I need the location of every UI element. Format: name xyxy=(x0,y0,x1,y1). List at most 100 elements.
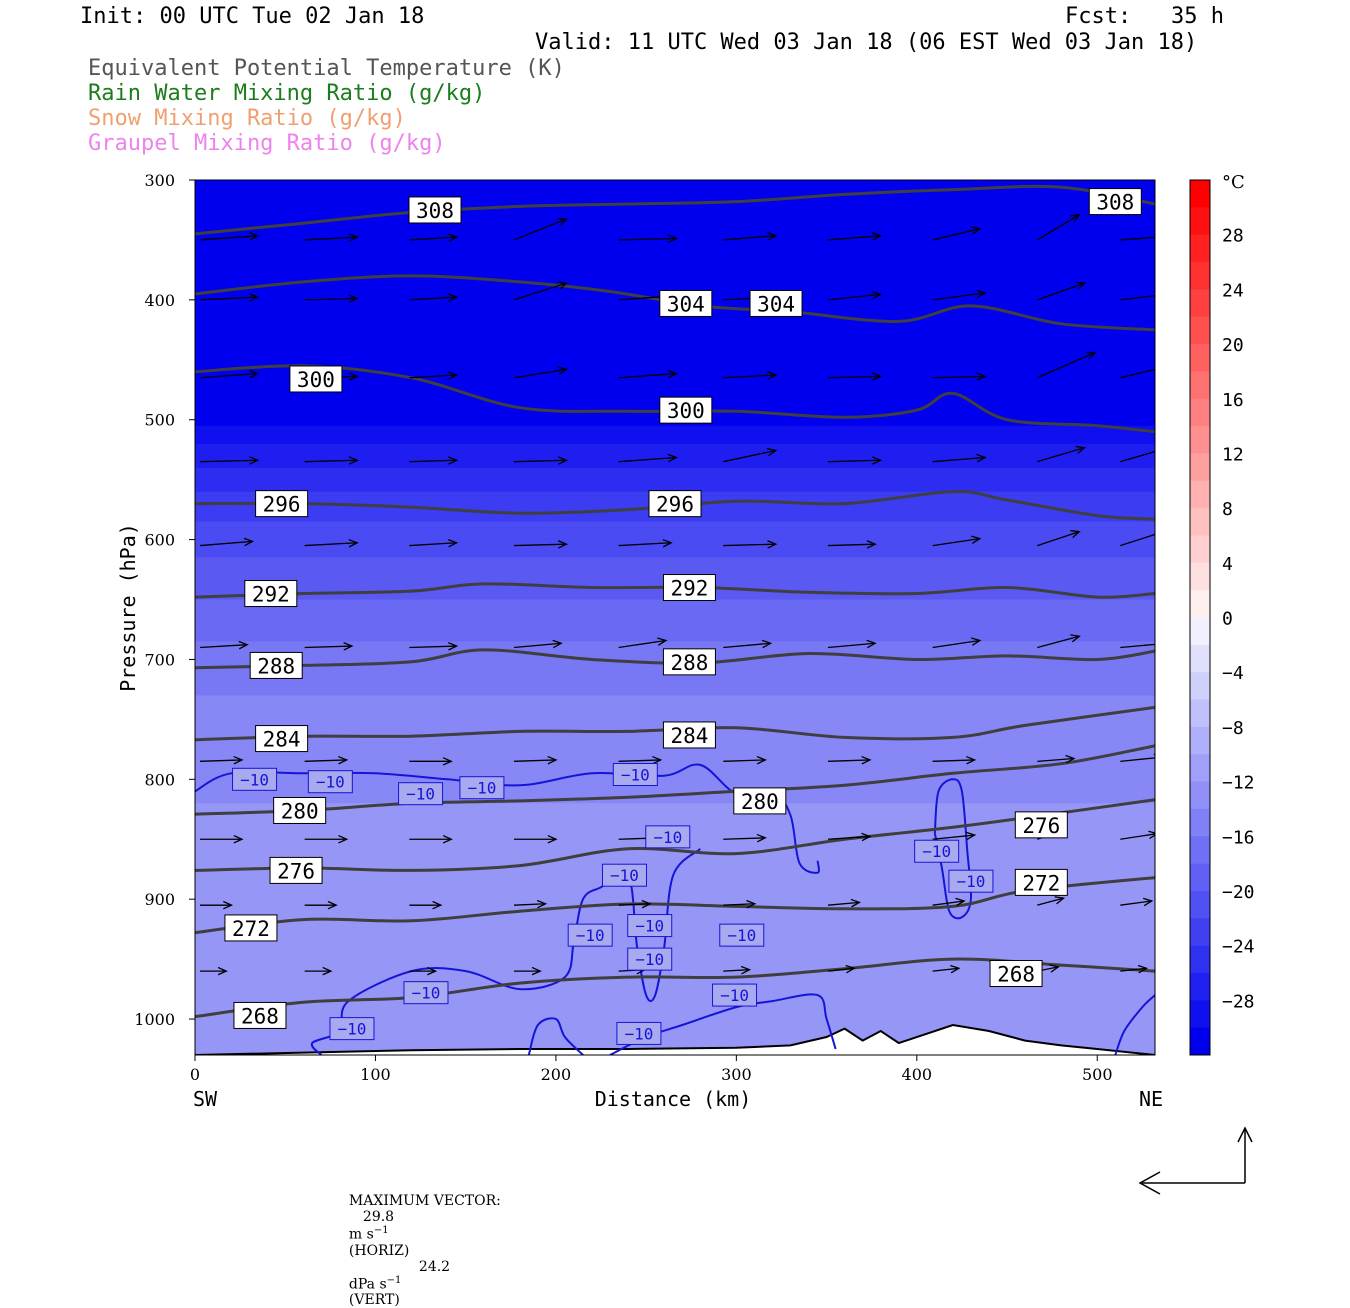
temperature-band xyxy=(195,623,1155,631)
temperature-band xyxy=(195,467,1155,475)
isotherm-label-box xyxy=(712,983,758,1007)
isotherm-label-box xyxy=(398,782,444,806)
wind-vector-shaft xyxy=(932,375,986,379)
wind-vector xyxy=(513,966,542,976)
wind-vector-head xyxy=(667,369,678,379)
wind-vector xyxy=(513,899,548,909)
wind-vector-shaft xyxy=(827,235,881,241)
axes: 300 400 500 600 700 800 900 1000 0 100 200 300 400 50… xyxy=(116,171,1163,1111)
theta-e-label-text: 308 xyxy=(416,199,454,223)
isotherm-label-box xyxy=(612,763,658,787)
wind-vector xyxy=(409,966,438,976)
temperature-band xyxy=(195,707,1155,714)
temperature-band xyxy=(195,251,1155,259)
wind-vector-head xyxy=(547,834,558,844)
isotherm-label-box xyxy=(948,869,994,893)
theta-e-label: 292 xyxy=(244,580,298,608)
colorbar-step xyxy=(1190,726,1210,755)
wind-vector-head xyxy=(1075,281,1087,290)
isotherm-label-text: −10 xyxy=(727,926,756,945)
temperature-band xyxy=(195,929,1155,936)
wind-vector-shaft xyxy=(932,759,975,762)
isotherm-label-text: −10 xyxy=(635,950,664,969)
wind-vector-shaft xyxy=(1037,530,1080,547)
theta-e-label-text: 300 xyxy=(297,368,335,392)
theta-e-line-296 xyxy=(195,490,1155,521)
temperature-band xyxy=(195,845,1155,852)
wind-vector xyxy=(1037,445,1087,463)
wind-vector xyxy=(409,900,443,910)
wind-vector-head xyxy=(322,966,333,976)
theta-e-label: 296 xyxy=(648,490,702,518)
isotherm-label-text: −10 xyxy=(610,866,639,885)
isotherm-label-text: −10 xyxy=(956,872,985,891)
temperature-band xyxy=(195,947,1155,954)
wind-vector xyxy=(1037,281,1087,301)
temperature-band xyxy=(195,539,1155,547)
wind-vector xyxy=(1120,643,1155,649)
wind-vector xyxy=(827,755,872,765)
theta-e-label-box xyxy=(269,856,323,884)
temperature-band xyxy=(195,383,1155,391)
wind-vector-head xyxy=(667,234,678,243)
colorbar-step xyxy=(1190,180,1210,208)
wind-vector xyxy=(513,281,569,301)
wind-vector xyxy=(200,900,234,910)
isotherm-label-text: −10 xyxy=(624,1024,653,1043)
temperature-band xyxy=(195,995,1155,1002)
wind-vector xyxy=(304,900,338,910)
wind-vector-shaft xyxy=(932,537,980,547)
wind-vector-shaft xyxy=(827,759,870,762)
colorbar-frame xyxy=(1189,179,1211,1056)
isotherm-label-text: −10 xyxy=(720,986,749,1005)
temperature-band xyxy=(195,923,1155,930)
wind-vector-head xyxy=(327,900,338,910)
temperature-band xyxy=(195,455,1155,463)
colorbar-step xyxy=(1190,371,1210,400)
colorbar-step xyxy=(1190,207,1210,236)
theta-e-label: 300 xyxy=(659,396,713,424)
temperature-band xyxy=(195,461,1155,469)
temperature-band xyxy=(195,203,1155,211)
wind-vector-head xyxy=(662,538,673,548)
x-axis-title: Distance (km) xyxy=(595,1087,752,1111)
colorbar-step xyxy=(1190,344,1210,372)
temperature-band xyxy=(195,353,1155,361)
temperature-band xyxy=(195,815,1155,822)
theta-e-label-text: 304 xyxy=(757,292,795,316)
wind-vector-head xyxy=(950,964,961,974)
wind-vector xyxy=(932,372,987,381)
theta-e-label: 280 xyxy=(273,796,327,824)
temperature-band xyxy=(195,863,1155,870)
wind-vector xyxy=(618,453,678,463)
terrain-fill xyxy=(195,1024,1155,1055)
isotherm-label: −10 xyxy=(645,825,691,849)
wind-vector-shaft xyxy=(1037,282,1085,301)
wind-vector-head xyxy=(348,294,359,303)
x-tick-label: 300 xyxy=(721,1065,752,1084)
valid-time: Valid: 11 UTC Wed 03 Jan 18 (06 EST Wed … xyxy=(535,30,1198,55)
wind-vector xyxy=(723,833,767,843)
max-vector-vert-unit: dPa s xyxy=(348,1276,387,1293)
wind-vector-shaft xyxy=(827,835,871,840)
wind-vector-shaft xyxy=(409,645,457,649)
wind-vector xyxy=(1120,964,1149,974)
colorbar-label: −4 xyxy=(1222,663,1244,684)
wind-vector xyxy=(513,217,568,241)
theta-e-label: 296 xyxy=(255,490,309,518)
wind-vector-shaft xyxy=(409,296,457,301)
temperature-band xyxy=(195,1013,1155,1020)
temperature-band xyxy=(195,485,1155,493)
wind-vector xyxy=(513,755,558,765)
theta-e-label-box xyxy=(224,914,278,942)
wind-vector-head xyxy=(861,832,872,842)
wind-vector-head xyxy=(767,232,778,241)
wind-vector-shaft xyxy=(1037,635,1080,649)
wind-vector-shaft xyxy=(932,834,975,840)
theta-e-label-text: 276 xyxy=(277,859,315,883)
wind-vector-shaft xyxy=(618,639,666,649)
isotherm-label-box xyxy=(719,923,765,947)
temperature-band xyxy=(195,611,1155,619)
temperature-band xyxy=(195,389,1155,397)
temperature-band xyxy=(195,905,1155,912)
